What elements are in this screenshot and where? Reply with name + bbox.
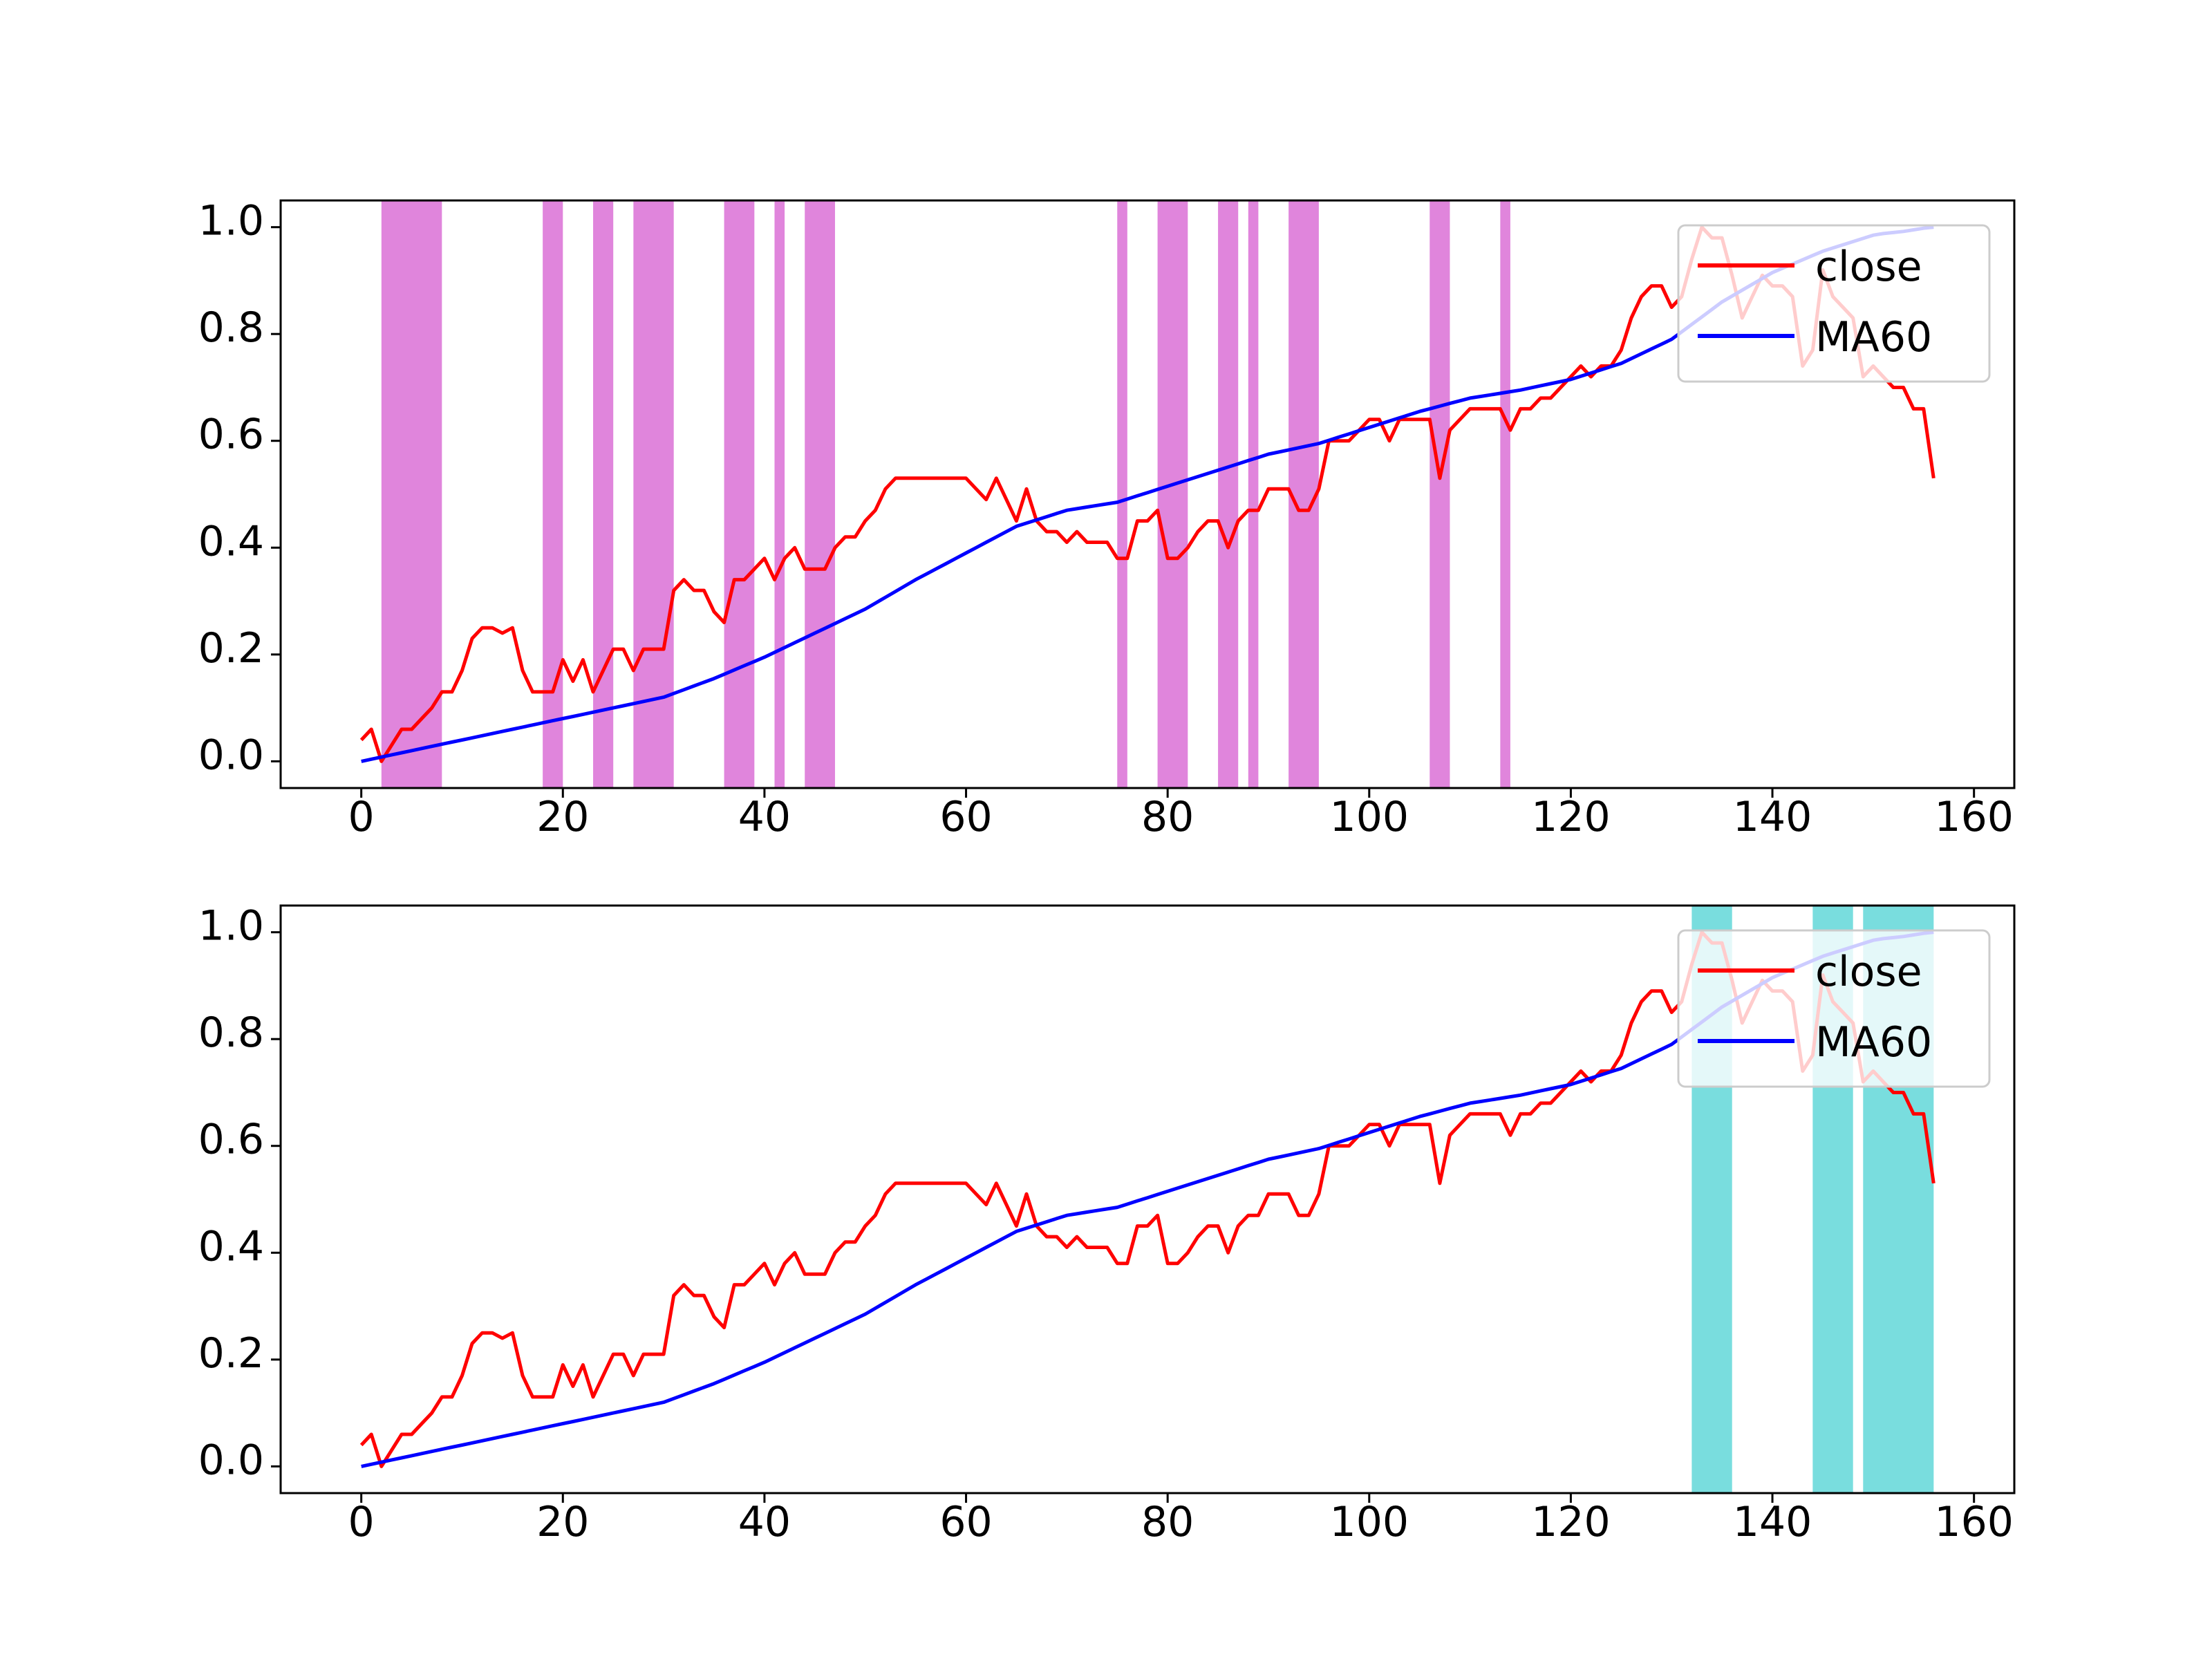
x-tick-label: 140 [1733, 1498, 1812, 1546]
x-tick-label: 160 [1934, 1498, 2014, 1546]
series-line-ma60 [361, 225, 1934, 763]
highlight-span [633, 200, 674, 788]
x-tick-label: 60 [939, 793, 992, 841]
series-line-ma60 [361, 930, 1934, 1468]
legend-label: MA60 [1815, 313, 1932, 362]
legend: close MA60 [1677, 224, 1991, 383]
series-line-close [359, 225, 1936, 763]
x-tick-label: 80 [1141, 793, 1194, 841]
axes-frame [279, 199, 2016, 789]
axes-frame [279, 904, 2016, 1494]
highlight-span [1218, 200, 1239, 788]
highlight-span [543, 200, 563, 788]
top-subplot: 0 20 40 60 80 100 120 140 160 0.0 0.2 0.4 0.6 0.8 1.0… [198, 197, 2016, 841]
legend-label: close [1815, 243, 1922, 291]
highlight-span [1500, 200, 1510, 788]
y-tick-label: 0.8 [198, 303, 264, 352]
x-tick-label: 0 [348, 793, 375, 841]
y-tick-label: 0.0 [198, 731, 264, 779]
y-tick-label: 0.4 [198, 517, 264, 565]
legend-label: close [1815, 948, 1922, 996]
y-tick-label: 0.0 [198, 1436, 264, 1484]
series-lines [359, 225, 1936, 763]
x-tick-label: 0 [348, 1498, 375, 1546]
y-axis-ticks: 0.0 0.2 0.4 0.6 0.8 1.0 [198, 197, 281, 779]
highlight-span [1117, 200, 1127, 788]
y-tick-label: 0.2 [198, 624, 264, 673]
highlight-span [1288, 200, 1319, 788]
x-axis-ticks: 0 20 40 60 80 100 120 140 160 [348, 788, 2014, 841]
highlight-span [1157, 200, 1188, 788]
x-tick-label: 100 [1330, 1498, 1409, 1546]
x-tick-label: 160 [1934, 793, 2014, 841]
x-tick-label: 140 [1733, 793, 1812, 841]
x-tick-label: 80 [1141, 1498, 1194, 1546]
y-axis-ticks: 0.0 0.2 0.4 0.6 0.8 1.0 [198, 902, 281, 1484]
highlight-span [1248, 200, 1259, 788]
x-tick-label: 120 [1531, 1498, 1611, 1546]
x-tick-label: 40 [738, 1498, 791, 1546]
highlight-span [805, 200, 835, 788]
legend: close MA60 [1677, 929, 1991, 1088]
y-tick-label: 0.2 [198, 1329, 264, 1378]
highlight-span [381, 200, 442, 788]
y-tick-label: 0.8 [198, 1009, 264, 1057]
legend-label: MA60 [1815, 1018, 1932, 1067]
x-tick-label: 60 [939, 1498, 992, 1546]
highlight-span [774, 200, 785, 788]
series-lines [359, 930, 1936, 1468]
x-tick-label: 20 [536, 1498, 589, 1546]
y-tick-label: 0.6 [198, 411, 264, 459]
highlight-spans [381, 200, 1510, 788]
y-tick-label: 1.0 [198, 197, 264, 245]
highlight-span [1430, 200, 1450, 788]
y-tick-label: 0.6 [198, 1116, 264, 1164]
highlight-span [593, 200, 614, 788]
x-axis-ticks: 0 20 40 60 80 100 120 140 160 [348, 1493, 2014, 1546]
y-tick-label: 0.4 [198, 1222, 264, 1271]
x-tick-label: 120 [1531, 793, 1611, 841]
x-tick-label: 20 [536, 793, 589, 841]
x-tick-label: 40 [738, 793, 791, 841]
x-tick-label: 100 [1330, 793, 1409, 841]
series-line-close [359, 930, 1936, 1468]
highlight-span [724, 200, 755, 788]
y-tick-label: 1.0 [198, 902, 264, 950]
bottom-subplot: 0 20 40 60 80 100 120 140 160 0.0 0.2 0.4 0.6 0.8 1.0… [198, 902, 2016, 1546]
